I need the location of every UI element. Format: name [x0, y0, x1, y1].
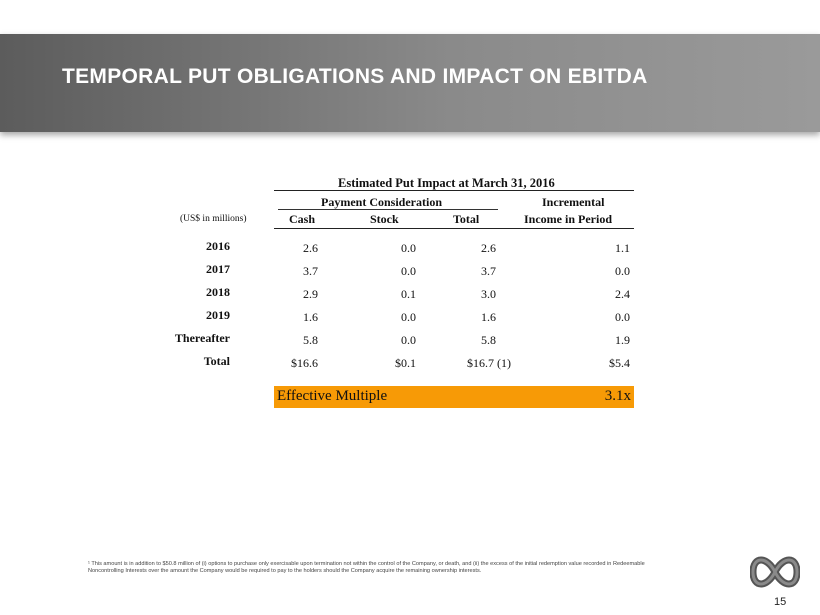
units-label: (US$ in millions): [180, 214, 247, 224]
cell-cash: 2.6: [303, 241, 318, 255]
col-income-header: Income in Period: [524, 212, 612, 226]
row-label: 2016: [206, 239, 230, 253]
payment-consideration-rule: [278, 209, 498, 210]
title-banner: TEMPORAL PUT OBLIGATIONS AND IMPACT ON E…: [0, 34, 820, 132]
cell-total: 2.6: [481, 241, 496, 255]
effective-multiple-value: 3.1x: [604, 388, 631, 404]
cell-total: 3.0: [481, 287, 496, 301]
header-bottom-rule: [274, 228, 634, 229]
cell-cash: $16.6: [291, 356, 318, 370]
infinity-logo-icon: [750, 556, 800, 588]
cell-stock: 0.1: [401, 287, 416, 301]
cell-cash: 5.8: [303, 333, 318, 347]
row-label: 2017: [206, 262, 230, 276]
page-number: 15: [774, 596, 787, 608]
cell-stock: 0.0: [401, 241, 416, 255]
row-label: Thereafter: [174, 331, 230, 345]
row-label: Total: [203, 354, 230, 368]
row-label: 2019: [206, 308, 230, 322]
cell-total: 1.6: [481, 310, 496, 324]
cell-income: 1.9: [615, 333, 630, 347]
cell-income: 1.1: [615, 241, 630, 255]
row-label: 2018: [206, 285, 230, 299]
footnote: ¹ This amount is in addition to $50.8 mi…: [88, 561, 645, 575]
cell-cash: 2.9: [303, 287, 318, 301]
cell-total: $16.7 (1): [467, 356, 511, 370]
cell-stock: 0.0: [401, 264, 416, 278]
cell-cash: 1.6: [303, 310, 318, 324]
col-total-header: Total: [453, 212, 480, 226]
table-title: Estimated Put Impact at March 31, 2016: [338, 176, 555, 190]
cell-income: $5.4: [609, 356, 630, 370]
cell-cash: 3.7: [303, 264, 318, 278]
cell-stock: 0.0: [401, 333, 416, 347]
incremental-header: Incremental: [542, 195, 605, 209]
cell-stock: $0.1: [395, 356, 416, 370]
cell-total: 5.8: [481, 333, 496, 347]
cell-income: 0.0: [615, 264, 630, 278]
cell-income: 0.0: [615, 310, 630, 324]
effective-multiple-bar: Effective Multiple 3.1x: [274, 386, 634, 408]
col-stock-header: Stock: [370, 212, 399, 226]
payment-consideration-header: Payment Consideration: [321, 195, 442, 209]
cell-income: 2.4: [615, 287, 630, 301]
cell-stock: 0.0: [401, 310, 416, 324]
slide-title: TEMPORAL PUT OBLIGATIONS AND IMPACT ON E…: [62, 65, 648, 88]
table-top-rule: [274, 190, 634, 191]
col-cash-header: Cash: [289, 212, 316, 226]
cell-total: 3.7: [481, 264, 496, 278]
effective-multiple-label: Effective Multiple: [277, 388, 388, 404]
